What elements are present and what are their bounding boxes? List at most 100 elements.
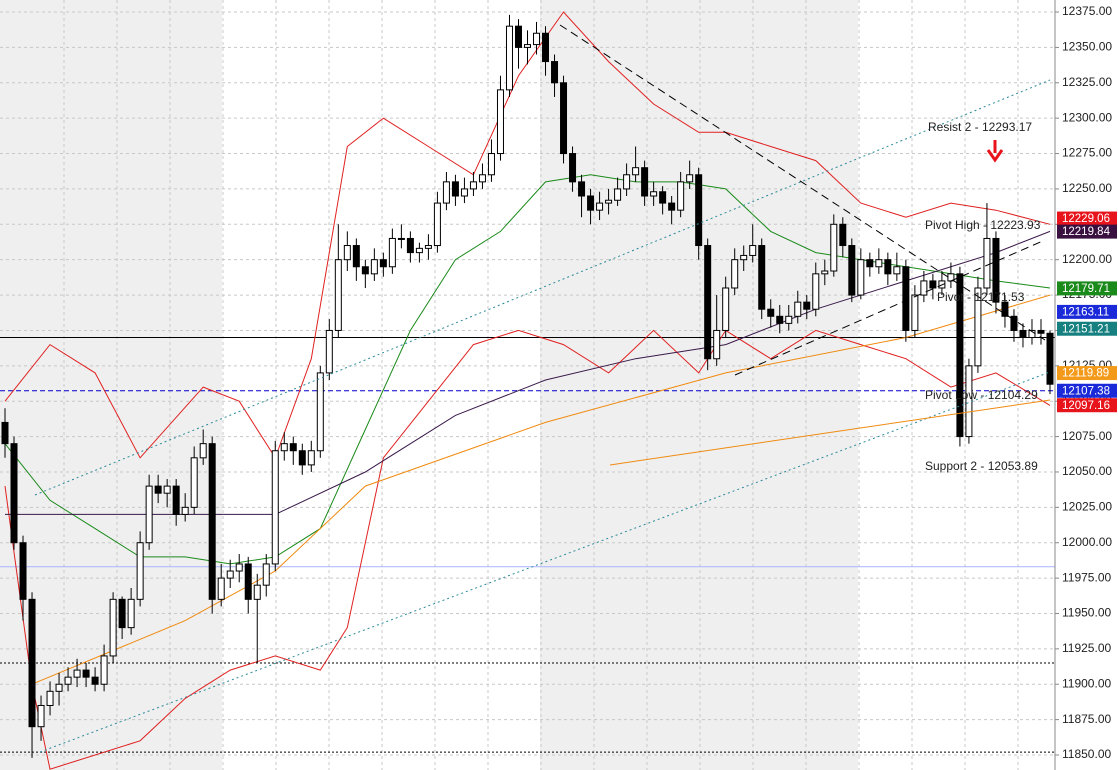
pivot-label: Pivot Low - 12104.29 xyxy=(925,388,1038,402)
candle-body xyxy=(433,202,441,247)
price-tag xyxy=(1057,304,1117,319)
candle-body xyxy=(875,259,883,268)
y-tick-label: 12075.00 xyxy=(1062,429,1112,443)
candle-body xyxy=(163,485,171,494)
price-tag-label: 12097.16 xyxy=(1062,400,1110,412)
candle-body xyxy=(902,266,910,331)
candle-body xyxy=(974,287,982,367)
price-tag-label: 12151.21 xyxy=(1062,323,1110,335)
candle-body xyxy=(19,542,27,600)
candle-body xyxy=(704,245,712,360)
candle-body xyxy=(82,669,90,678)
candle-body xyxy=(37,704,45,728)
candle-body xyxy=(884,259,892,275)
candle-body xyxy=(199,443,207,459)
candle-body xyxy=(803,301,811,310)
candle-body xyxy=(316,372,324,452)
candle-body xyxy=(181,506,189,515)
candle-body xyxy=(217,577,225,600)
candle-body xyxy=(740,254,748,261)
price-tag xyxy=(1057,383,1117,398)
candle-body xyxy=(821,270,829,275)
candle-body xyxy=(415,247,423,254)
y-tick-label: 12275.00 xyxy=(1062,146,1112,160)
y-tick-label: 11975.00 xyxy=(1062,570,1111,584)
candle-body xyxy=(208,443,216,600)
candle-body xyxy=(235,563,243,572)
candle-body xyxy=(334,259,342,331)
candle-body xyxy=(487,153,495,176)
candle-body xyxy=(983,237,991,289)
trendline xyxy=(734,239,1046,376)
candle-body xyxy=(524,44,531,48)
candle-body xyxy=(271,450,279,565)
price-tag xyxy=(1057,321,1117,336)
candle-body xyxy=(992,237,1000,303)
candle-body xyxy=(830,223,838,272)
y-tick-label: 12250.00 xyxy=(1062,181,1112,195)
y-tick-label: 11875.00 xyxy=(1062,712,1111,726)
candle-body xyxy=(514,25,522,48)
candle-body xyxy=(406,237,414,254)
price-tag-label: 12179.71 xyxy=(1062,283,1110,295)
candle-body xyxy=(911,294,919,331)
price-tag-label: 12119.89 xyxy=(1062,368,1109,380)
candle-body xyxy=(127,598,135,629)
candle-body xyxy=(641,167,649,197)
candle-body xyxy=(560,82,568,155)
candle-body xyxy=(154,485,162,494)
y-tick-label: 11925.00 xyxy=(1062,641,1111,655)
y-tick-label: 11850.00 xyxy=(1062,747,1111,761)
candle-body xyxy=(253,584,261,600)
indicator-line xyxy=(4,11,1051,459)
candle-body xyxy=(812,273,820,310)
candle-body xyxy=(731,259,739,289)
pivot-label: Support 2 - 12053.89 xyxy=(925,459,1038,473)
y-tick-label: 11950.00 xyxy=(1062,606,1111,620)
candle-body xyxy=(920,280,928,296)
candle-body xyxy=(172,485,180,515)
candle-body xyxy=(596,202,604,211)
candle-body xyxy=(866,259,874,268)
candle-body xyxy=(478,174,486,183)
candle-body xyxy=(650,191,658,197)
candle-body xyxy=(28,598,36,728)
candle-body xyxy=(776,315,784,324)
candle-body xyxy=(1,421,9,445)
price-tag-label: 12107.38 xyxy=(1062,385,1110,397)
candle-body xyxy=(668,202,676,211)
candle-body xyxy=(578,181,586,197)
indicator-line xyxy=(4,329,1051,770)
candle-body xyxy=(1046,332,1054,385)
candle-body xyxy=(325,329,333,374)
pivot-label: Pivot High - 12223.93 xyxy=(925,218,1041,232)
candle-body xyxy=(424,245,432,249)
candle-body xyxy=(190,457,198,508)
candle-body xyxy=(118,598,126,629)
candle-body xyxy=(280,443,288,452)
candle-body xyxy=(785,315,793,324)
session-shade xyxy=(540,0,858,770)
candle-body xyxy=(848,245,856,296)
candle-body xyxy=(64,676,72,685)
candle-body xyxy=(857,259,865,296)
candle-body xyxy=(659,191,667,204)
pivot-label: Resist 2 - 12293.17 xyxy=(928,120,1032,134)
candle-body xyxy=(226,570,234,579)
candle-body xyxy=(533,32,541,46)
candle-body xyxy=(109,598,117,657)
candle-body xyxy=(262,563,270,586)
candle-body xyxy=(767,308,775,317)
candle-body xyxy=(451,181,459,197)
indicator-line xyxy=(31,294,1051,685)
candle-body xyxy=(713,329,721,360)
price-tag-label: 12219.84 xyxy=(1062,226,1111,238)
candle-body xyxy=(46,690,54,706)
candle-body xyxy=(686,174,694,183)
candle-body xyxy=(91,676,99,685)
candle-body xyxy=(722,287,730,331)
candle-body xyxy=(839,223,847,247)
candle-body xyxy=(496,89,504,155)
candle-body xyxy=(388,237,396,268)
